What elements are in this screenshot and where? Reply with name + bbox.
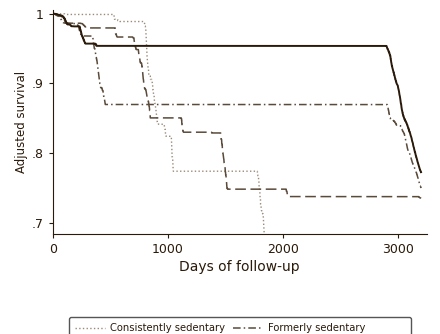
Legend: Consistently sedentary, Newly sedentary, Formerly sedentary, Consistently non-se: Consistently sedentary, Newly sedentary,… [69,317,411,334]
Y-axis label: Adjusted survival: Adjusted survival [15,71,28,173]
X-axis label: Days of follow-up: Days of follow-up [180,260,300,274]
